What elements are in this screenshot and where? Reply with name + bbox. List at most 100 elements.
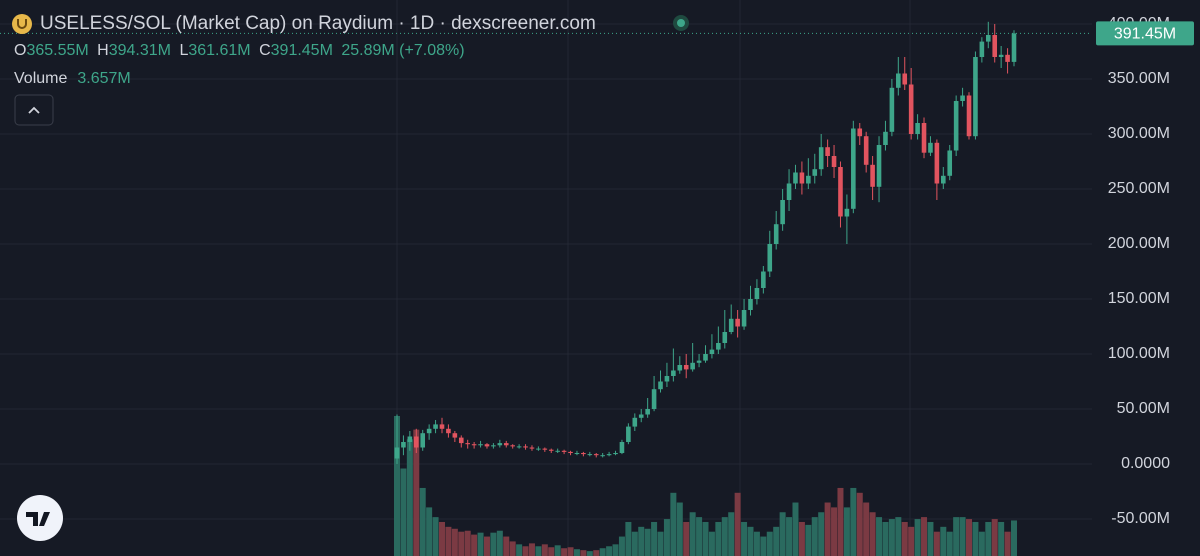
volume-bar	[869, 512, 876, 556]
candle-body	[626, 426, 631, 442]
volume-bar	[831, 507, 838, 556]
volume-bar	[940, 526, 947, 556]
candle-body	[452, 433, 458, 438]
candle-body	[831, 156, 837, 168]
last-price-box	[1096, 21, 1194, 46]
volume-bar	[663, 519, 670, 556]
candle-body	[818, 147, 824, 170]
candle-body	[548, 449, 554, 451]
token-logo	[12, 14, 32, 34]
volume-bar	[496, 530, 503, 556]
candle-body	[735, 318, 740, 327]
volume-bar	[606, 546, 613, 556]
volume-bar	[741, 521, 748, 556]
y-tick-label: -50.00M	[1111, 510, 1170, 527]
volume-bar	[580, 550, 587, 556]
candle-body	[497, 443, 503, 446]
candle-body	[908, 84, 914, 135]
y-tick-label: 300.00M	[1108, 125, 1170, 142]
candle-body	[825, 147, 830, 157]
candle-body	[793, 172, 798, 184]
volume-bar	[567, 547, 574, 556]
volume-bar	[946, 531, 953, 556]
candle-body	[979, 41, 985, 58]
volume-bar	[631, 531, 638, 556]
volume-bar	[856, 492, 863, 556]
candle-body	[529, 447, 535, 449]
volume-bar	[914, 519, 921, 556]
candle-body	[613, 452, 618, 455]
candle-body	[568, 451, 573, 453]
volume-bar	[644, 528, 651, 556]
candle-body	[581, 452, 586, 455]
volume-bar	[670, 492, 677, 556]
candle-body	[446, 428, 451, 434]
volume-bar	[1011, 520, 1017, 556]
candle-body	[973, 57, 978, 137]
candle-body	[934, 142, 940, 184]
candle-body	[696, 360, 702, 363]
volume-bar	[458, 531, 465, 556]
y-tick-label: 250.00M	[1108, 180, 1170, 197]
volume-bar	[998, 521, 1005, 556]
volume-bar	[561, 548, 568, 556]
volume-bar	[818, 512, 825, 556]
candle-body	[478, 444, 483, 446]
candle-body	[767, 243, 773, 272]
low-key: L	[179, 42, 188, 59]
volume-bar	[824, 502, 831, 556]
candle-body	[677, 364, 683, 371]
candle-body	[857, 128, 863, 137]
volume-bar	[419, 487, 426, 556]
volume-bar	[426, 507, 433, 556]
ohlc-legend: O365.55M H394.31M L361.61M C391.45M 25.8…	[14, 42, 465, 59]
volume-bar	[760, 536, 767, 556]
candle-body	[953, 101, 959, 151]
volume-bar	[927, 521, 934, 556]
collapse-legend-button[interactable]	[14, 94, 54, 126]
volume-bar	[400, 468, 407, 556]
candle-body	[921, 123, 927, 153]
volume-bar	[503, 536, 510, 556]
candle-body	[780, 199, 785, 225]
volume-bar	[432, 517, 439, 556]
token-logo-mark	[17, 19, 27, 29]
volume-bar	[413, 429, 420, 556]
volume-bar	[406, 439, 413, 556]
candle-body	[638, 414, 644, 418]
candle-body	[812, 169, 818, 176]
volume-bar	[953, 517, 960, 556]
candle-body	[703, 353, 708, 361]
volume-bar	[908, 526, 915, 556]
candle-body	[465, 443, 470, 445]
open-key: O	[14, 42, 26, 59]
candle-body	[985, 35, 991, 42]
candle-body	[593, 454, 599, 456]
candle-body	[1005, 54, 1010, 62]
live-indicator	[677, 19, 685, 27]
volume-bar	[522, 546, 529, 556]
volume-bar	[477, 532, 484, 556]
candle-body	[786, 183, 792, 200]
volume-bar	[721, 517, 728, 556]
y-tick-label: 200.00M	[1108, 235, 1170, 252]
candle-body	[947, 150, 953, 176]
candle-body	[690, 362, 695, 370]
candle-body	[799, 172, 805, 184]
volume-bar	[554, 545, 561, 556]
candle-body	[413, 436, 419, 448]
candle-body	[889, 87, 895, 132]
volume-bar	[516, 544, 523, 556]
tradingview-logo[interactable]	[17, 495, 63, 541]
y-tick-label: 150.00M	[1108, 290, 1170, 307]
y-tick-label: 50.00M	[1117, 400, 1170, 417]
volume-bar	[798, 521, 805, 556]
volume-bar	[638, 526, 645, 556]
volume-bar	[792, 502, 799, 556]
volume-bar	[966, 519, 973, 556]
candle-body	[632, 417, 638, 427]
candle-body	[876, 145, 882, 187]
volume-bar	[528, 543, 535, 556]
volume-bar	[696, 517, 703, 556]
